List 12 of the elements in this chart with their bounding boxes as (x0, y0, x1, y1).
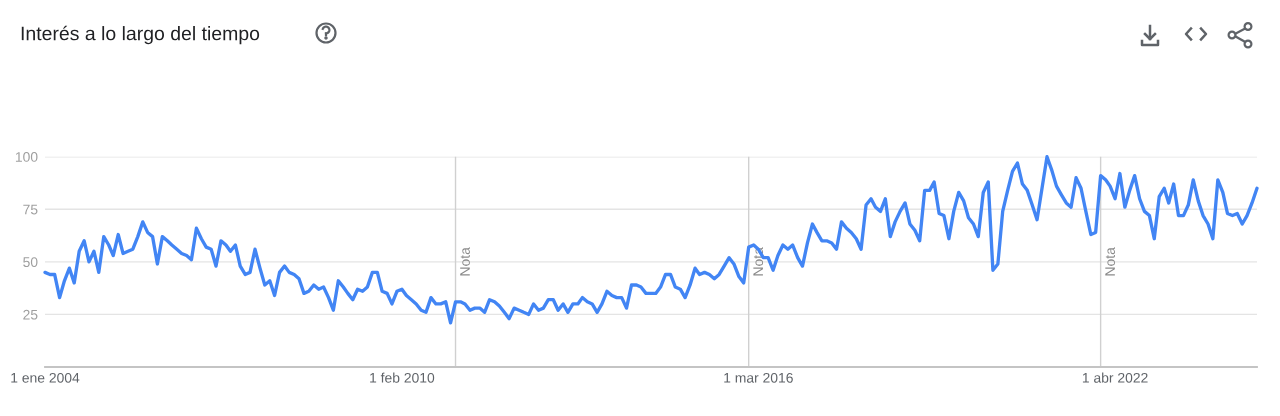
line-series (43, 155, 1259, 325)
y-tick-label: 75 (23, 204, 38, 215)
y-tick-label: 50 (23, 257, 38, 268)
x-tick-label: 1 abr 2022 (1082, 372, 1148, 383)
x-tick-label: 1 feb 2010 (370, 372, 435, 383)
ref-line-label: Nota (460, 247, 470, 276)
x-tick-label: 1 ene 2004 (11, 372, 80, 383)
y-tick-label: 25 (23, 309, 38, 320)
y-tick-label: 100 (15, 152, 38, 162)
ref-line-label: Nota (1105, 247, 1115, 276)
x-tick-label: 1 mar 2016 (724, 372, 793, 383)
chart-title: Interés a lo largo del tiempo (21, 25, 260, 45)
